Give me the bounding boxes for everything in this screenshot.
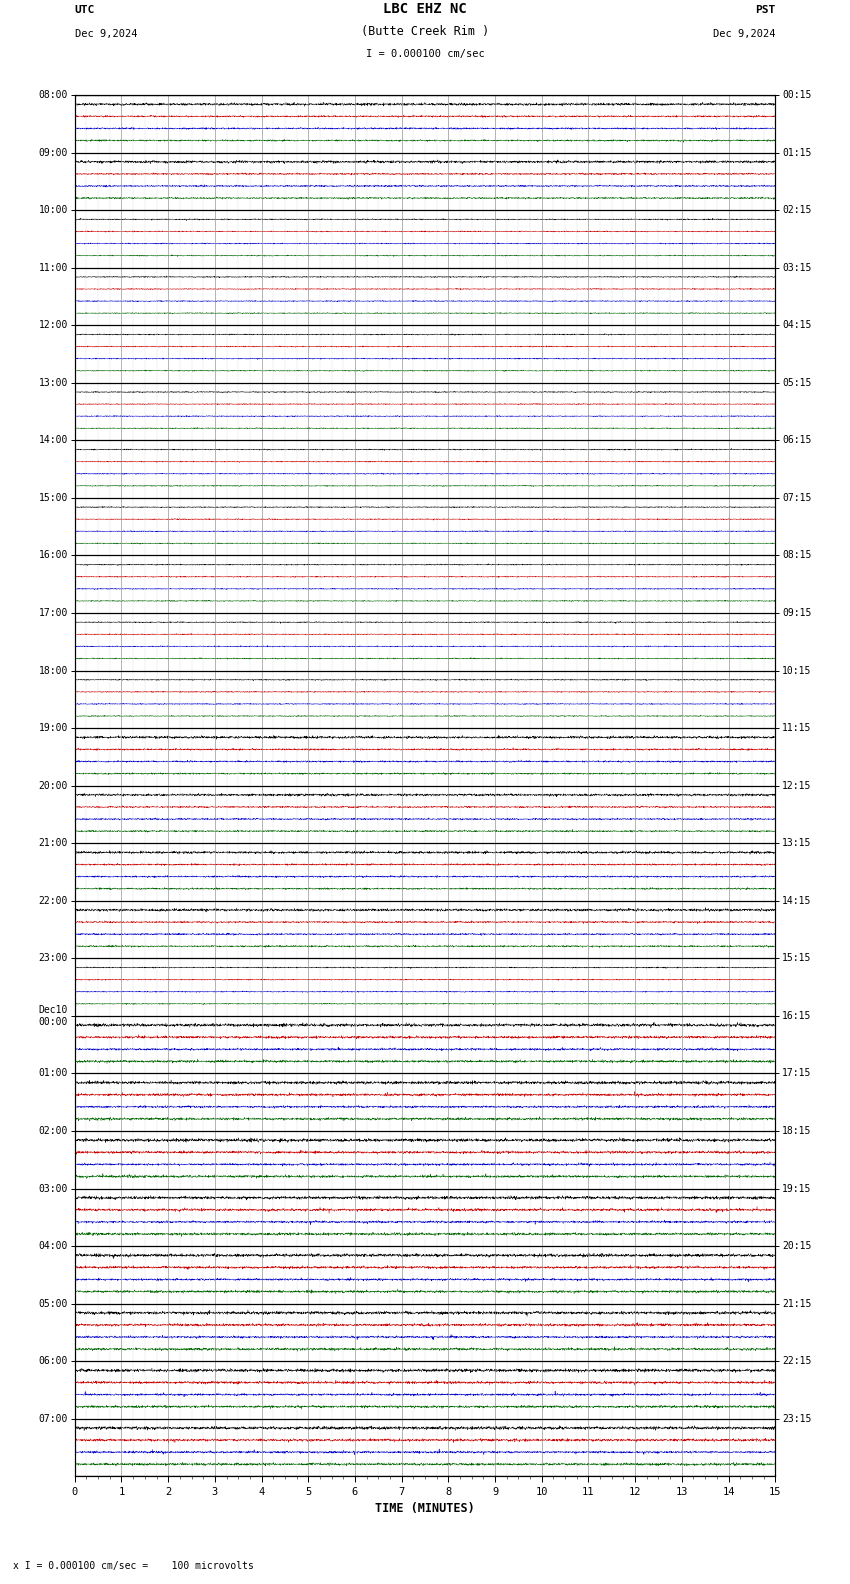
Text: LBC EHZ NC: LBC EHZ NC bbox=[383, 2, 467, 16]
Text: Dec 9,2024: Dec 9,2024 bbox=[75, 29, 138, 38]
Text: PST: PST bbox=[755, 5, 775, 14]
Text: (Butte Creek Rim ): (Butte Creek Rim ) bbox=[361, 25, 489, 38]
Text: x I = 0.000100 cm/sec =    100 microvolts: x I = 0.000100 cm/sec = 100 microvolts bbox=[13, 1562, 253, 1571]
Text: Dec 9,2024: Dec 9,2024 bbox=[712, 29, 775, 38]
Text: I = 0.000100 cm/sec: I = 0.000100 cm/sec bbox=[366, 49, 484, 59]
Text: UTC: UTC bbox=[75, 5, 95, 14]
X-axis label: TIME (MINUTES): TIME (MINUTES) bbox=[375, 1502, 475, 1516]
